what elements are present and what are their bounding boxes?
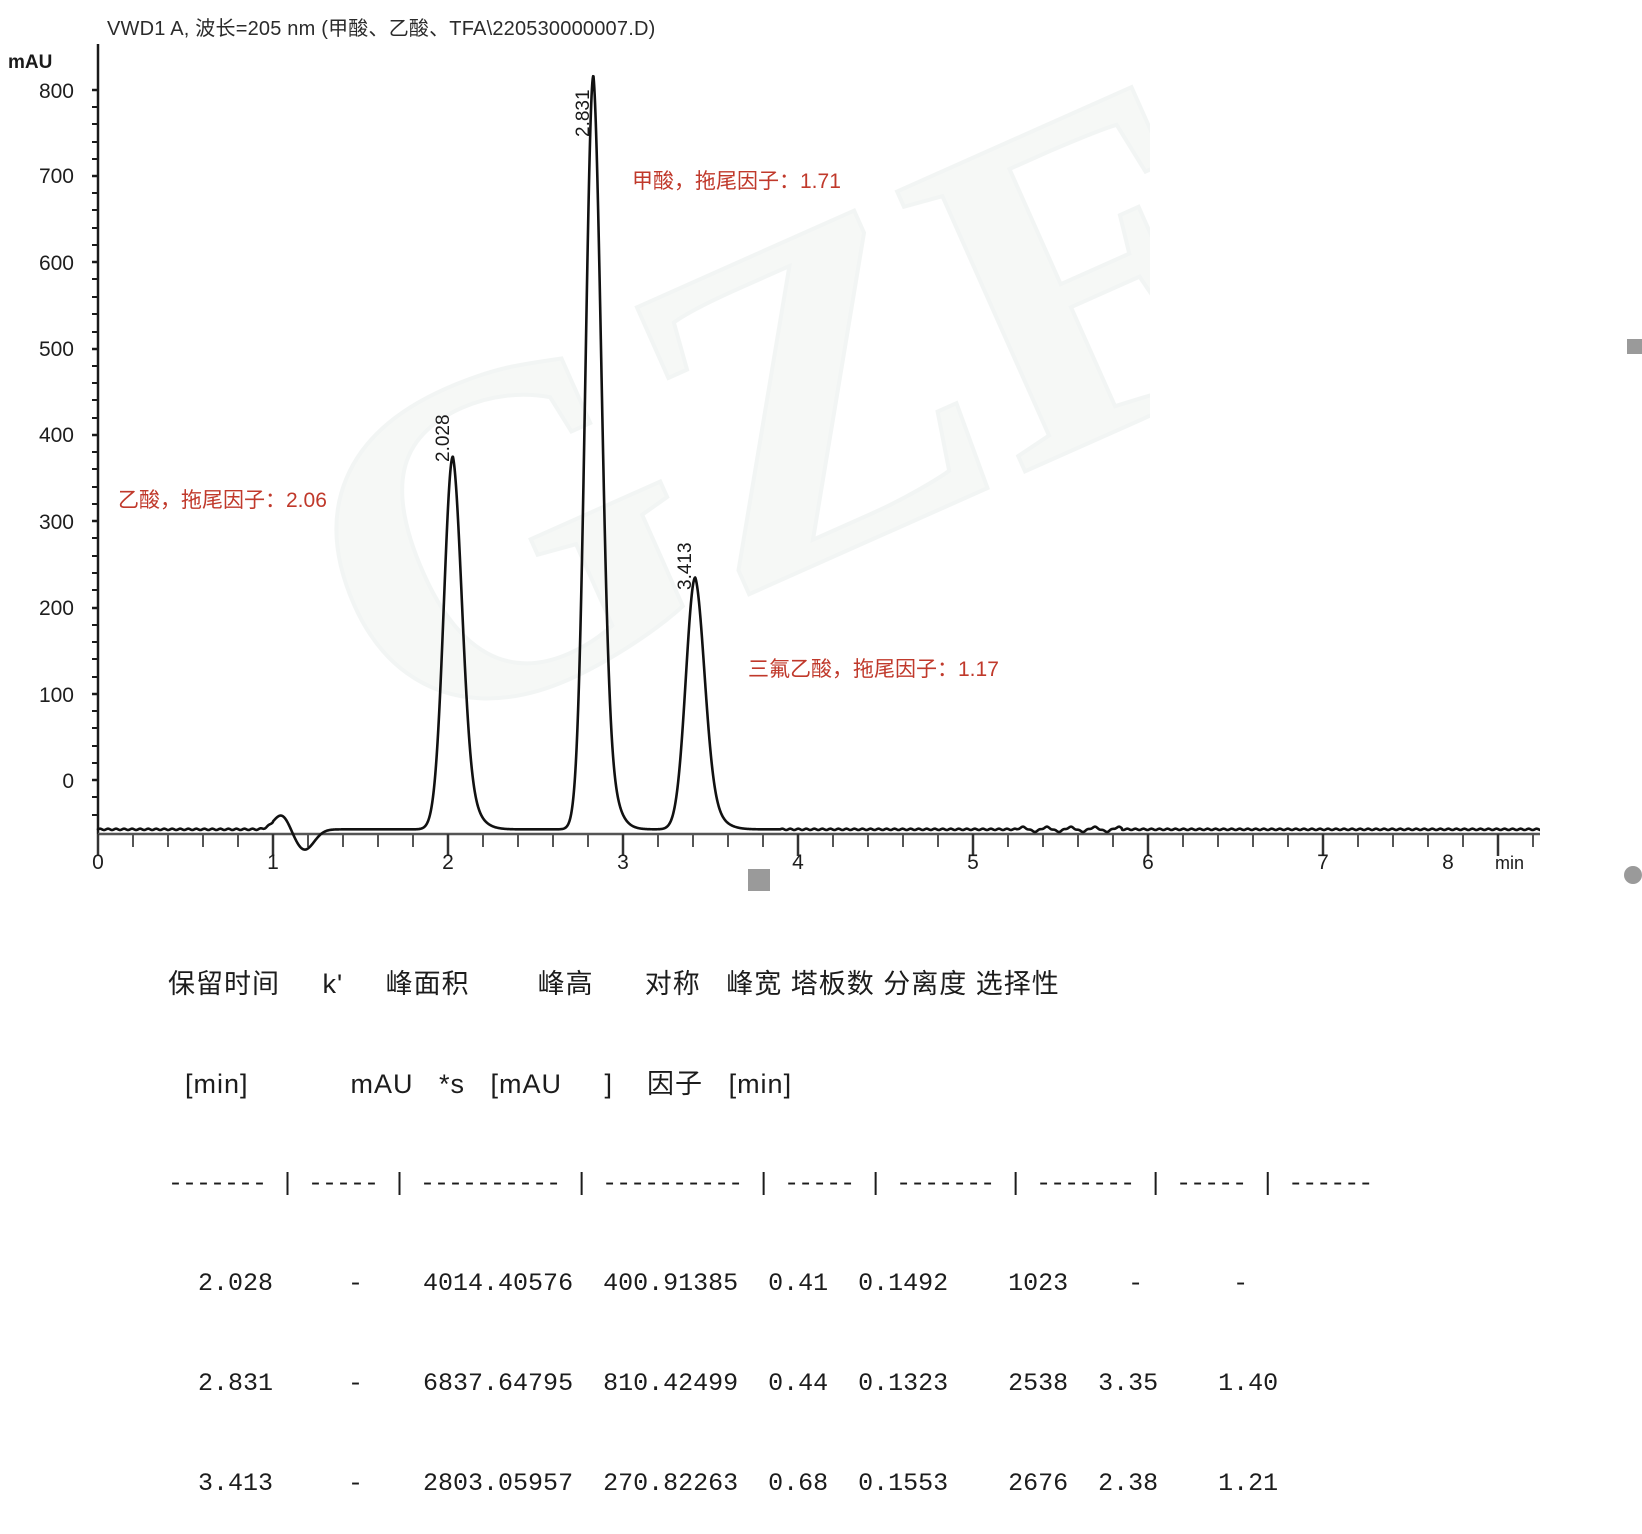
annotation-acetic-acid: 乙酸，拖尾因子：2.06 [118, 489, 327, 512]
table-rule: ------- | ----- | ---------- | ---------… [168, 1169, 1373, 1198]
x-tick-label-3: 3 [617, 851, 629, 874]
table-row: 2.028 - 4014.40576 400.91385 0.41 0.1492… [168, 1269, 1249, 1298]
y-minor-ticks [92, 106, 98, 816]
table-row: 2.831 - 6837.64795 810.42499 0.44 0.1323… [168, 1369, 1279, 1398]
x-tick-label-2: 2 [442, 851, 454, 874]
x-minor-ticks [132, 834, 1534, 847]
x-tick-label-6: 6 [1142, 851, 1154, 874]
results-table: 保留时间 k' 峰面积 峰高 对称 峰宽 塔板数 分离度 选择性 [min] m… [0, 905, 1642, 1534]
y-tick-label-200: 200 [38, 597, 74, 620]
x-major-ticks [96, 834, 1500, 856]
x-axis-unit-label: min [1495, 853, 1525, 873]
x-tick-label-5: 5 [967, 851, 979, 874]
scroll-handle-bottom[interactable] [748, 869, 770, 891]
y-tick-label-500: 500 [38, 338, 74, 361]
chromatogram-trace [96, 74, 1540, 851]
x-tick-label-7: 7 [1317, 851, 1329, 874]
annotation-formic-acid: 甲酸，拖尾因子：1.71 [632, 170, 841, 193]
chromatogram-plot[interactable] [92, 44, 1540, 876]
x-tick-label-0: 0 [92, 851, 104, 874]
table-header-row-2: [min] mAU *s [mAU ] 因子 [min] [168, 1069, 793, 1099]
annotation-tfa: 三氟乙酸，拖尾因子：1.17 [748, 658, 999, 681]
y-tick-label-800: 800 [38, 80, 74, 103]
resize-handle-corner[interactable] [1624, 866, 1642, 884]
x-tick-label-8: 8 [1442, 851, 1454, 874]
peak-label-2831: 2.831 [573, 89, 594, 137]
y-tick-label-600: 600 [38, 252, 74, 275]
chart-title: VWD1 A, 波长=205 nm (甲酸、乙酸、TFA\22053000000… [107, 18, 656, 40]
scroll-handle-right[interactable] [1627, 339, 1642, 354]
y-major-ticks [92, 88, 98, 782]
y-axis-unit-label: mAU [8, 52, 53, 73]
x-tick-label-1: 1 [267, 851, 279, 874]
table-row: 3.413 - 2803.05957 270.82263 0.68 0.1553… [168, 1469, 1279, 1498]
peak-label-3413: 3.413 [675, 542, 696, 590]
y-tick-label-400: 400 [38, 424, 74, 447]
table-header-row-1: 保留时间 k' 峰面积 峰高 对称 峰宽 塔板数 分离度 选择性 [168, 969, 1060, 999]
peak-label-2028: 2.028 [433, 414, 454, 462]
y-tick-label-300: 300 [38, 511, 74, 534]
x-tick-label-4: 4 [792, 851, 804, 874]
y-tick-label-0: 0 [62, 770, 74, 793]
y-tick-label-100: 100 [38, 684, 74, 707]
y-tick-label-700: 700 [38, 165, 74, 188]
